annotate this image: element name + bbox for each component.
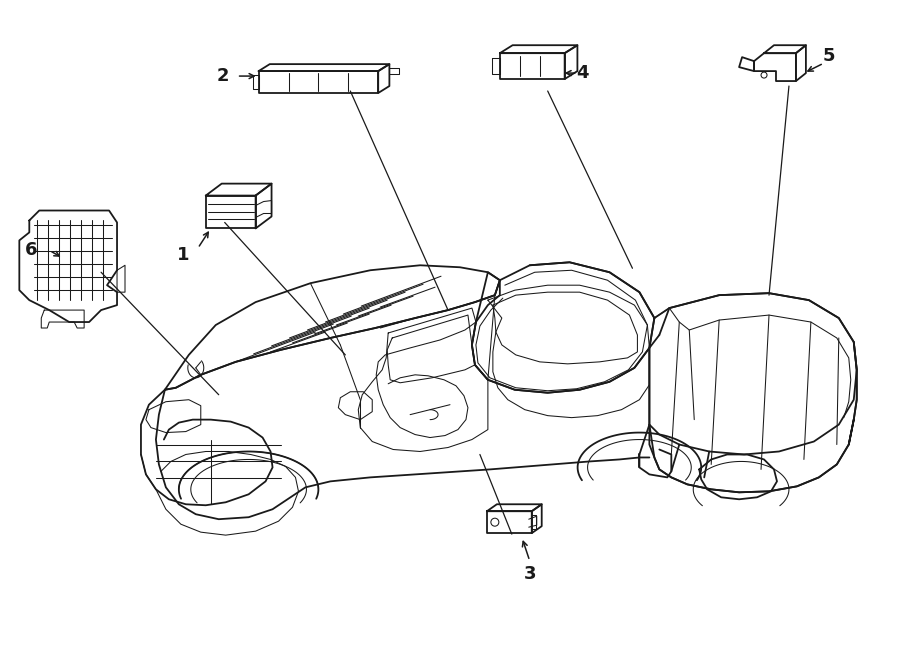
Text: 6: 6 <box>25 241 38 259</box>
Text: 5: 5 <box>823 47 835 65</box>
Text: 3: 3 <box>524 565 536 583</box>
Text: 1: 1 <box>176 247 189 264</box>
Text: 2: 2 <box>217 67 229 85</box>
Text: 4: 4 <box>576 64 589 82</box>
